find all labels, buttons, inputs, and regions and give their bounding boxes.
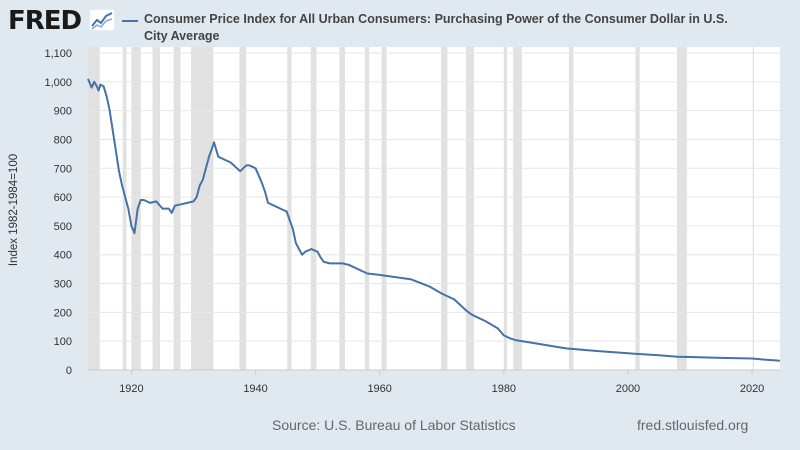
recession-band bbox=[465, 47, 475, 370]
legend-label[interactable]: Consumer Price Index for All Urban Consu… bbox=[144, 12, 728, 43]
recession-band bbox=[173, 47, 181, 370]
y-tick-label: 1,100 bbox=[44, 48, 72, 60]
y-tick-label: 0 bbox=[66, 365, 72, 377]
recession-band bbox=[88, 47, 100, 370]
source-note: Source: U.S. Bureau of Labor Statistics bbox=[272, 417, 516, 433]
recession-band bbox=[152, 47, 160, 370]
y-tick-label: 200 bbox=[54, 307, 72, 319]
y-tick-label: 300 bbox=[54, 279, 72, 291]
x-tick-label: 1960 bbox=[367, 383, 391, 395]
y-tick-label: 400 bbox=[54, 250, 72, 262]
fred-chart-logo-icon bbox=[89, 9, 115, 31]
recession-band bbox=[364, 47, 370, 370]
recession-band bbox=[635, 47, 640, 370]
fred-logo[interactable]: FRED bbox=[8, 6, 82, 36]
y-tick-label: 900 bbox=[54, 106, 72, 118]
recession-band bbox=[191, 47, 214, 370]
x-tick-label: 2020 bbox=[740, 383, 764, 395]
site-link[interactable]: fred.stlouisfed.org bbox=[637, 417, 749, 433]
x-tick-label: 1920 bbox=[119, 383, 143, 395]
y-tick-label: 1,000 bbox=[44, 77, 72, 89]
y-tick-label: 500 bbox=[54, 221, 72, 233]
recession-band bbox=[568, 47, 574, 370]
recession-band bbox=[676, 47, 687, 370]
recession-band bbox=[503, 47, 507, 370]
series-line bbox=[87, 78, 781, 362]
recession-band bbox=[441, 47, 448, 370]
x-tick-label: 2000 bbox=[616, 383, 640, 395]
recession-band bbox=[287, 47, 292, 370]
y-tick-label: 800 bbox=[54, 134, 72, 146]
recession-band bbox=[122, 47, 127, 370]
recession-band bbox=[339, 47, 345, 370]
recession-band bbox=[131, 47, 141, 370]
x-tick-label: 1940 bbox=[243, 383, 267, 395]
recession-band bbox=[310, 47, 317, 370]
recession-band bbox=[752, 47, 754, 370]
y-tick-label: 600 bbox=[54, 192, 72, 204]
y-tick-label: 700 bbox=[54, 163, 72, 175]
legend-swatch bbox=[122, 20, 138, 22]
recession-band bbox=[513, 47, 522, 370]
x-tick-label: 1980 bbox=[492, 383, 516, 395]
recession-band bbox=[239, 47, 247, 370]
recession-band bbox=[381, 47, 387, 370]
y-tick-label: 100 bbox=[54, 336, 72, 348]
